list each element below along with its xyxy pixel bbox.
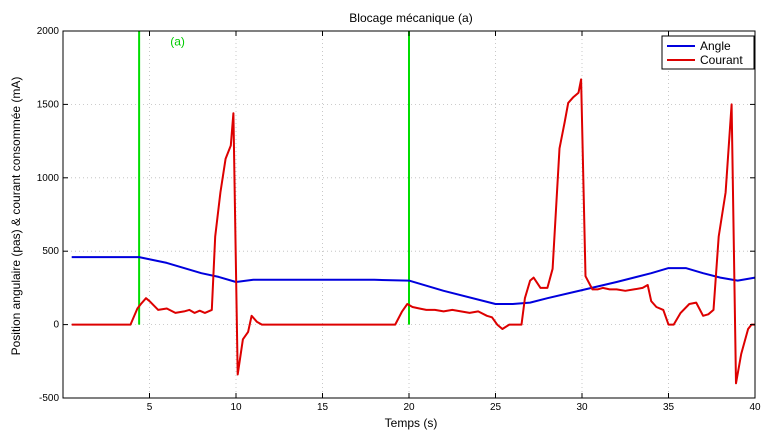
x-axis-label: Temps (s) bbox=[385, 416, 438, 430]
legend-entry: Courant bbox=[700, 53, 743, 67]
x-tick-label: 15 bbox=[317, 402, 329, 413]
vertical-markers bbox=[138, 31, 410, 325]
y-tick-label: 1000 bbox=[37, 173, 60, 184]
y-tick-label: 1500 bbox=[37, 99, 60, 110]
y-tick-label: -500 bbox=[39, 393, 59, 404]
y-axis-label: Position angulaire (pas) & courant conso… bbox=[9, 77, 23, 356]
y-tick-label: 0 bbox=[53, 320, 59, 331]
x-tick-label: 10 bbox=[230, 402, 242, 413]
chart-title: Blocage mécanique (a) bbox=[349, 11, 472, 25]
y-tick-label: 2000 bbox=[37, 26, 60, 37]
legend-box bbox=[661, 35, 755, 70]
x-tick-label: 5 bbox=[147, 402, 153, 413]
x-tick-label: 30 bbox=[576, 402, 588, 413]
series-line-angle bbox=[71, 256, 756, 305]
x-tick-label: 20 bbox=[403, 402, 415, 413]
x-tick-label: 40 bbox=[749, 402, 761, 413]
x-axis-ticks: 5 10 15 20 25 30 35 40 bbox=[147, 31, 761, 413]
y-axis-ticks: -500 0 500 1000 1500 2000 bbox=[37, 26, 755, 404]
series-group bbox=[71, 78, 756, 385]
legend-entry: Angle bbox=[700, 39, 731, 53]
chart-annotation: (a) bbox=[170, 35, 185, 49]
x-tick-label: 35 bbox=[663, 402, 675, 413]
y-tick-label: 500 bbox=[42, 246, 59, 257]
series-line-courant bbox=[71, 78, 755, 385]
x-tick-label: 25 bbox=[490, 402, 502, 413]
